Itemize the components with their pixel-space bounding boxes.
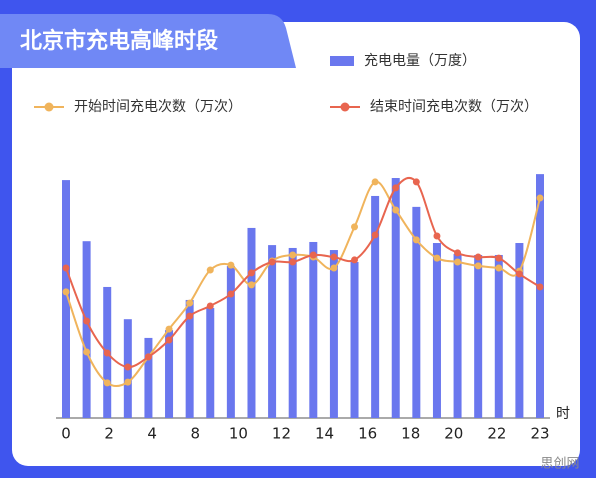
- bar: [226, 265, 235, 418]
- line-point: [124, 378, 132, 386]
- line-point: [330, 264, 338, 272]
- legend-label: 充电电量（万度）: [364, 53, 476, 69]
- bar: [536, 174, 544, 418]
- line-point: [165, 325, 173, 333]
- line-point: [268, 258, 276, 266]
- line-point: [62, 288, 70, 296]
- line-point: [289, 258, 297, 266]
- x-tick-label: 14: [315, 425, 334, 443]
- line-point: [227, 261, 235, 269]
- legend-swatch: [330, 56, 354, 66]
- x-tick-label: 22: [487, 425, 506, 443]
- line-point: [392, 184, 400, 192]
- line-point: [536, 283, 544, 291]
- bar: [474, 254, 483, 418]
- bar: [371, 195, 380, 418]
- x-tick-label: 23: [530, 425, 549, 443]
- title-tab: [0, 14, 296, 68]
- bar: [185, 299, 194, 418]
- bar: [412, 206, 421, 418]
- line-point: [144, 353, 152, 361]
- line-point: [433, 254, 441, 262]
- x-tick-label: 20: [444, 425, 463, 443]
- line-point: [412, 236, 420, 244]
- chart-title: 北京市充电高峰时段: [20, 28, 218, 54]
- x-axis-unit: 时: [556, 406, 570, 422]
- line-point: [412, 178, 420, 186]
- line-point: [103, 349, 111, 357]
- line-point: [124, 363, 132, 371]
- line-point: [371, 178, 379, 186]
- legend-label: 结束时间充电次数（万次）: [370, 99, 538, 115]
- bar: [247, 227, 256, 418]
- line-point: [62, 264, 70, 272]
- x-tick-label: 18: [401, 425, 420, 443]
- line-point: [206, 266, 214, 274]
- line-point: [165, 336, 173, 344]
- line-point: [392, 206, 400, 214]
- bar: [432, 243, 441, 418]
- x-tick-label: 4: [147, 425, 157, 443]
- watermark: 思创网: [540, 457, 579, 472]
- bar: [288, 247, 297, 418]
- bar: [494, 254, 503, 418]
- line-point: [247, 269, 255, 277]
- legend-label: 开始时间充电次数（万次）: [74, 99, 242, 115]
- line-point: [309, 251, 317, 259]
- line-point: [351, 223, 359, 231]
- bar: [268, 245, 277, 418]
- line-point: [186, 312, 194, 320]
- x-tick-label: 16: [358, 425, 377, 443]
- line-point: [454, 249, 462, 257]
- line-point: [330, 253, 338, 261]
- bar: [453, 253, 462, 418]
- bar: [309, 241, 318, 418]
- line-point: [433, 232, 441, 240]
- line-point: [474, 262, 482, 270]
- line-point: [371, 231, 379, 239]
- x-tick-label: 10: [229, 425, 248, 443]
- bar: [391, 178, 400, 418]
- line-point: [247, 281, 255, 289]
- line-point: [454, 258, 462, 266]
- line-point: [515, 270, 523, 278]
- line-point: [227, 290, 235, 298]
- bar: [515, 243, 524, 418]
- bar: [350, 262, 359, 418]
- bar: [206, 308, 215, 418]
- x-tick-label: 8: [190, 425, 200, 443]
- x-tick-label: 12: [272, 425, 291, 443]
- line-point: [206, 302, 214, 310]
- bar: [329, 250, 338, 418]
- line-point: [474, 253, 482, 261]
- line-point: [495, 254, 503, 262]
- line-point: [536, 194, 544, 202]
- bar: [82, 241, 91, 418]
- x-tick-label: 0: [61, 425, 71, 443]
- x-tick-label: 2: [104, 425, 114, 443]
- line-point: [83, 348, 91, 356]
- bar: [165, 330, 174, 418]
- line-point: [186, 299, 194, 307]
- line-point: [103, 379, 111, 387]
- bar: [144, 337, 153, 418]
- legend-swatch: [340, 102, 350, 112]
- line-point: [83, 317, 91, 325]
- line-point: [495, 264, 503, 272]
- bar: [62, 180, 70, 418]
- line-point: [289, 251, 297, 259]
- legend-swatch: [44, 102, 54, 112]
- line-point: [351, 256, 359, 264]
